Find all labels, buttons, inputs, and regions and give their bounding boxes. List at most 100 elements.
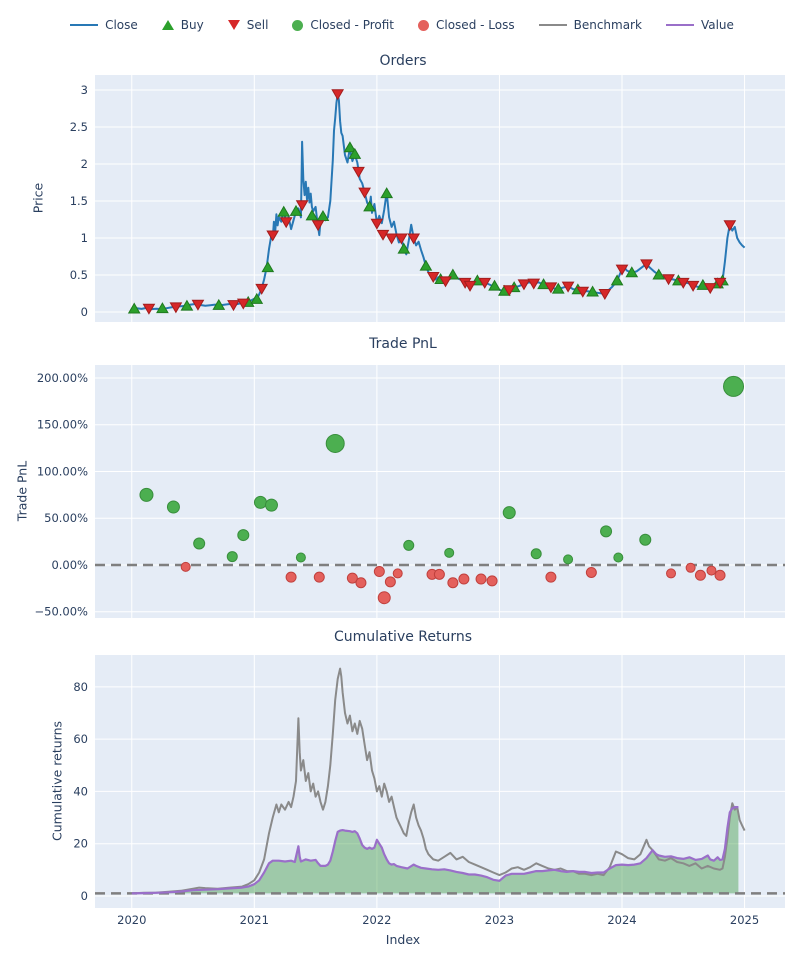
y-tick-label: 0 bbox=[81, 889, 88, 903]
sell-marker bbox=[713, 277, 727, 289]
x-tick-label: 2021 bbox=[240, 913, 269, 927]
y-tick-label: 0.00% bbox=[51, 558, 88, 572]
sell-marker bbox=[169, 302, 183, 314]
y-tick-label: 50.00% bbox=[44, 511, 88, 525]
sell-marker bbox=[662, 274, 675, 286]
x-tick-label: 2020 bbox=[117, 913, 146, 927]
plot-background bbox=[95, 655, 785, 908]
benchmark-line bbox=[131, 667, 746, 895]
sell-marker bbox=[527, 278, 541, 290]
legend-item-value[interactable]: Value bbox=[665, 18, 734, 32]
sell-marker bbox=[385, 233, 398, 245]
sell-marker bbox=[686, 280, 700, 292]
legend-label: Close bbox=[105, 18, 138, 32]
loss-dot bbox=[545, 571, 557, 583]
sell-marker bbox=[615, 264, 629, 276]
buy-marker bbox=[343, 141, 357, 153]
profit-dot bbox=[226, 551, 238, 563]
y-tick-label: 40 bbox=[73, 784, 88, 798]
loss-dot bbox=[475, 573, 487, 585]
sell-marker bbox=[640, 259, 653, 271]
profit-dot bbox=[253, 495, 267, 509]
loss-dot bbox=[585, 566, 597, 578]
x-tick-label: 2022 bbox=[362, 913, 391, 927]
buy-marker bbox=[156, 302, 169, 314]
sell-marker bbox=[463, 280, 477, 292]
x-tick-label: 2023 bbox=[485, 913, 514, 927]
profit-dot bbox=[166, 500, 180, 514]
profit-dot bbox=[563, 554, 574, 565]
buy-marker bbox=[610, 274, 624, 286]
legend-item-closed-profit[interactable]: Closed - Profit bbox=[292, 18, 394, 32]
loss-dot bbox=[433, 568, 445, 580]
x-tick-label: 2024 bbox=[607, 913, 636, 927]
loss-dot bbox=[392, 568, 403, 579]
sell-marker bbox=[676, 277, 690, 289]
legend-item-closed-loss[interactable]: Closed - Loss bbox=[418, 18, 515, 32]
y-tick-label: 1 bbox=[81, 231, 88, 245]
legend-triangle-down-icon bbox=[227, 20, 240, 30]
buy-marker bbox=[652, 268, 666, 280]
legend-line-swatch bbox=[538, 24, 567, 26]
loss-dot bbox=[384, 576, 396, 588]
sell-marker bbox=[142, 303, 156, 315]
sell-marker bbox=[191, 299, 205, 311]
sell-marker bbox=[236, 298, 250, 310]
buy-marker bbox=[625, 266, 639, 278]
legend-circle-swatch bbox=[418, 19, 429, 31]
sell-marker bbox=[439, 276, 452, 288]
sell-marker bbox=[295, 200, 309, 212]
loss-dot bbox=[346, 572, 358, 584]
buy-marker bbox=[551, 282, 565, 294]
sell-marker bbox=[576, 286, 590, 298]
x-tick-label: 2025 bbox=[730, 913, 759, 927]
sell-marker bbox=[544, 282, 558, 294]
legend-item-close[interactable]: Close bbox=[70, 18, 138, 32]
value-area-fill bbox=[131, 807, 739, 894]
buy-marker bbox=[363, 200, 376, 212]
profit-dot bbox=[613, 552, 624, 563]
legend-item-benchmark[interactable]: Benchmark bbox=[538, 18, 642, 32]
loss-dot bbox=[355, 577, 367, 589]
legend-label: Buy bbox=[180, 18, 204, 32]
legend-line-swatch bbox=[665, 24, 694, 26]
y-tick-label: 0.5 bbox=[70, 268, 88, 282]
y-tick-label: 200.00% bbox=[37, 371, 88, 385]
loss-dot bbox=[377, 591, 391, 605]
sell-marker bbox=[426, 271, 440, 283]
legend-item-sell[interactable]: Sell bbox=[227, 18, 269, 32]
sell-marker bbox=[703, 283, 717, 295]
loss-dot bbox=[285, 571, 297, 583]
loss-dot bbox=[458, 573, 470, 585]
buy-marker bbox=[488, 279, 501, 291]
buy-marker bbox=[380, 187, 394, 199]
y-tick-label: 1.5 bbox=[70, 194, 88, 208]
profit-dot bbox=[325, 433, 345, 453]
buy-marker bbox=[127, 302, 141, 314]
buy-marker bbox=[250, 292, 264, 304]
legend-line-swatch bbox=[70, 24, 99, 26]
buy-marker bbox=[397, 242, 411, 254]
profit-dot bbox=[193, 537, 206, 550]
y-tick-label: 3 bbox=[81, 83, 88, 97]
loss-dot bbox=[313, 571, 325, 583]
profit-dot bbox=[295, 552, 306, 563]
index-axis-label: Index bbox=[385, 932, 421, 947]
legend-item-buy[interactable]: Buy bbox=[161, 18, 204, 32]
sell-marker bbox=[370, 218, 384, 230]
loss-dot bbox=[694, 569, 706, 581]
legend-label: Value bbox=[700, 18, 734, 32]
orders-title: Orders bbox=[379, 53, 427, 69]
sell-marker bbox=[358, 187, 371, 199]
buy-marker bbox=[348, 147, 362, 159]
y-tick-label: 100.00% bbox=[37, 464, 88, 478]
profit-dot bbox=[444, 547, 455, 558]
loss-dot bbox=[486, 575, 498, 587]
legend-label: Sell bbox=[246, 18, 269, 32]
cumulative-returns-title: Cumulative Returns bbox=[333, 629, 473, 645]
loss-dot bbox=[447, 577, 459, 589]
buy-marker bbox=[261, 261, 275, 273]
sell-marker bbox=[331, 89, 345, 101]
sell-marker bbox=[376, 229, 390, 241]
